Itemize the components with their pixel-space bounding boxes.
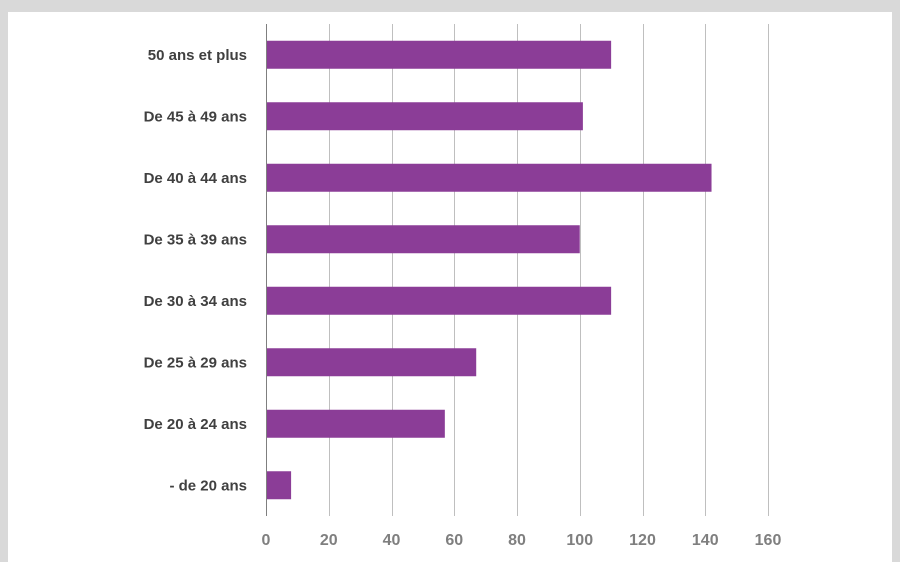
bars — [266, 40, 712, 500]
category-label-5: De 40 à 44 ans — [144, 170, 247, 187]
x-tick-label-7: 140 — [692, 532, 719, 549]
category-label-2: De 25 à 29 ans — [144, 354, 247, 371]
category-label-3: De 30 à 34 ans — [144, 293, 247, 310]
bar-7 — [266, 40, 612, 69]
x-tick-label-0: 0 — [262, 532, 271, 549]
x-tick-label-4: 80 — [508, 532, 526, 549]
category-label-6: De 45 à 49 ans — [144, 108, 247, 125]
bar-4 — [266, 225, 580, 254]
category-label-4: De 35 à 39 ans — [144, 231, 247, 248]
bar-2 — [266, 348, 477, 377]
x-tick-label-2: 40 — [383, 532, 401, 549]
x-tick-label-8: 160 — [755, 532, 782, 549]
category-label-0: - de 20 ans — [169, 477, 247, 494]
x-tick-labels: 0 20 40 60 80 100 120 140 160 — [262, 532, 782, 549]
gridlines — [329, 24, 769, 516]
bar-1 — [266, 409, 445, 438]
x-tick-label-6: 120 — [629, 532, 656, 549]
bar-6 — [266, 102, 583, 131]
x-tick-label-3: 60 — [445, 532, 463, 549]
category-label-1: De 20 à 24 ans — [144, 416, 247, 433]
x-tick-label-5: 100 — [566, 532, 593, 549]
category-label-7: 50 ans et plus — [148, 47, 247, 64]
category-labels: - de 20 ans De 20 à 24 ans De 25 à 29 ans D… — [144, 47, 247, 495]
bar-3 — [266, 286, 612, 315]
bar-0 — [266, 471, 292, 500]
bar-5 — [266, 163, 712, 192]
x-tick-label-1: 20 — [320, 532, 338, 549]
